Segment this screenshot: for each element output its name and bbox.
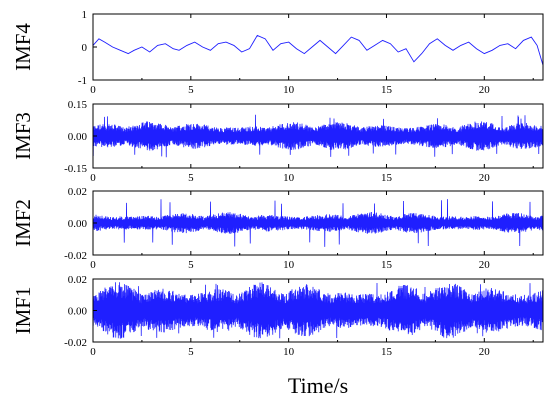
plot-frame bbox=[92, 13, 544, 81]
y-axis-label-imf4: IMF4 bbox=[11, 23, 35, 71]
x-tick-label: 10 bbox=[283, 172, 295, 184]
y-tick-label: 0.15 bbox=[68, 99, 88, 111]
x-tick-label: 10 bbox=[283, 259, 295, 271]
x-tick-label: 10 bbox=[283, 84, 295, 96]
x-tick-label: 15 bbox=[381, 84, 393, 96]
x-tick-label: 0 bbox=[90, 84, 96, 96]
y-tick-label: 0.02 bbox=[68, 274, 87, 286]
y-tick-label: 0.02 bbox=[68, 186, 87, 198]
x-tick-label: 20 bbox=[479, 172, 491, 184]
series-signal-imf1 bbox=[93, 282, 543, 339]
x-tick-label: 5 bbox=[188, 84, 194, 96]
series-signal-imf2 bbox=[93, 199, 543, 247]
x-tick-label: 20 bbox=[479, 346, 491, 358]
x-tick-label: 0 bbox=[90, 172, 96, 184]
x-tick-label: 10 bbox=[283, 346, 295, 358]
panel-imf1: 0.02 0.00 -0.020 5 10 15 20 IMF1 bbox=[11, 274, 544, 358]
y-tick-label: 0.00 bbox=[68, 131, 88, 143]
y-tick-label: 0.00 bbox=[68, 218, 88, 230]
x-axis-label: Time/s bbox=[288, 373, 348, 398]
y-axis-label-imf2: IMF2 bbox=[11, 199, 35, 247]
x-tick-label: 20 bbox=[479, 84, 491, 96]
series-line-imf4 bbox=[93, 34, 543, 66]
x-tick-label: 5 bbox=[188, 172, 194, 184]
x-tick-label: 20 bbox=[479, 259, 491, 271]
y-tick-label: 1 bbox=[82, 9, 88, 21]
y-tick-label: -0.02 bbox=[64, 250, 87, 262]
y-tick-label: 0.00 bbox=[68, 306, 88, 318]
x-tick-label: 0 bbox=[90, 346, 96, 358]
y-tick-label: -0.15 bbox=[64, 163, 87, 175]
y-tick-label: -0.02 bbox=[64, 337, 87, 349]
x-tick-label: 5 bbox=[188, 259, 194, 271]
x-tick-label: 15 bbox=[381, 346, 393, 358]
x-tick-label: 15 bbox=[381, 172, 393, 184]
x-tick-label: 15 bbox=[381, 259, 393, 271]
series-signal-imf3 bbox=[93, 114, 543, 158]
x-tick-label: 0 bbox=[90, 259, 96, 271]
x-tick-label: 5 bbox=[188, 346, 194, 358]
y-axis-label-imf3: IMF3 bbox=[11, 112, 35, 160]
panel-imf2: 0.02 0.00 -0.020 5 10 15 20 IMF2 bbox=[11, 186, 544, 271]
panel-imf3: 0.15 0.00 -0.150 5 10 15 20 IMF3 bbox=[11, 99, 544, 184]
y-axis-label-imf1: IMF1 bbox=[11, 287, 35, 335]
y-tick-label: -1 bbox=[78, 75, 87, 87]
y-tick-label: 0 bbox=[82, 42, 88, 54]
